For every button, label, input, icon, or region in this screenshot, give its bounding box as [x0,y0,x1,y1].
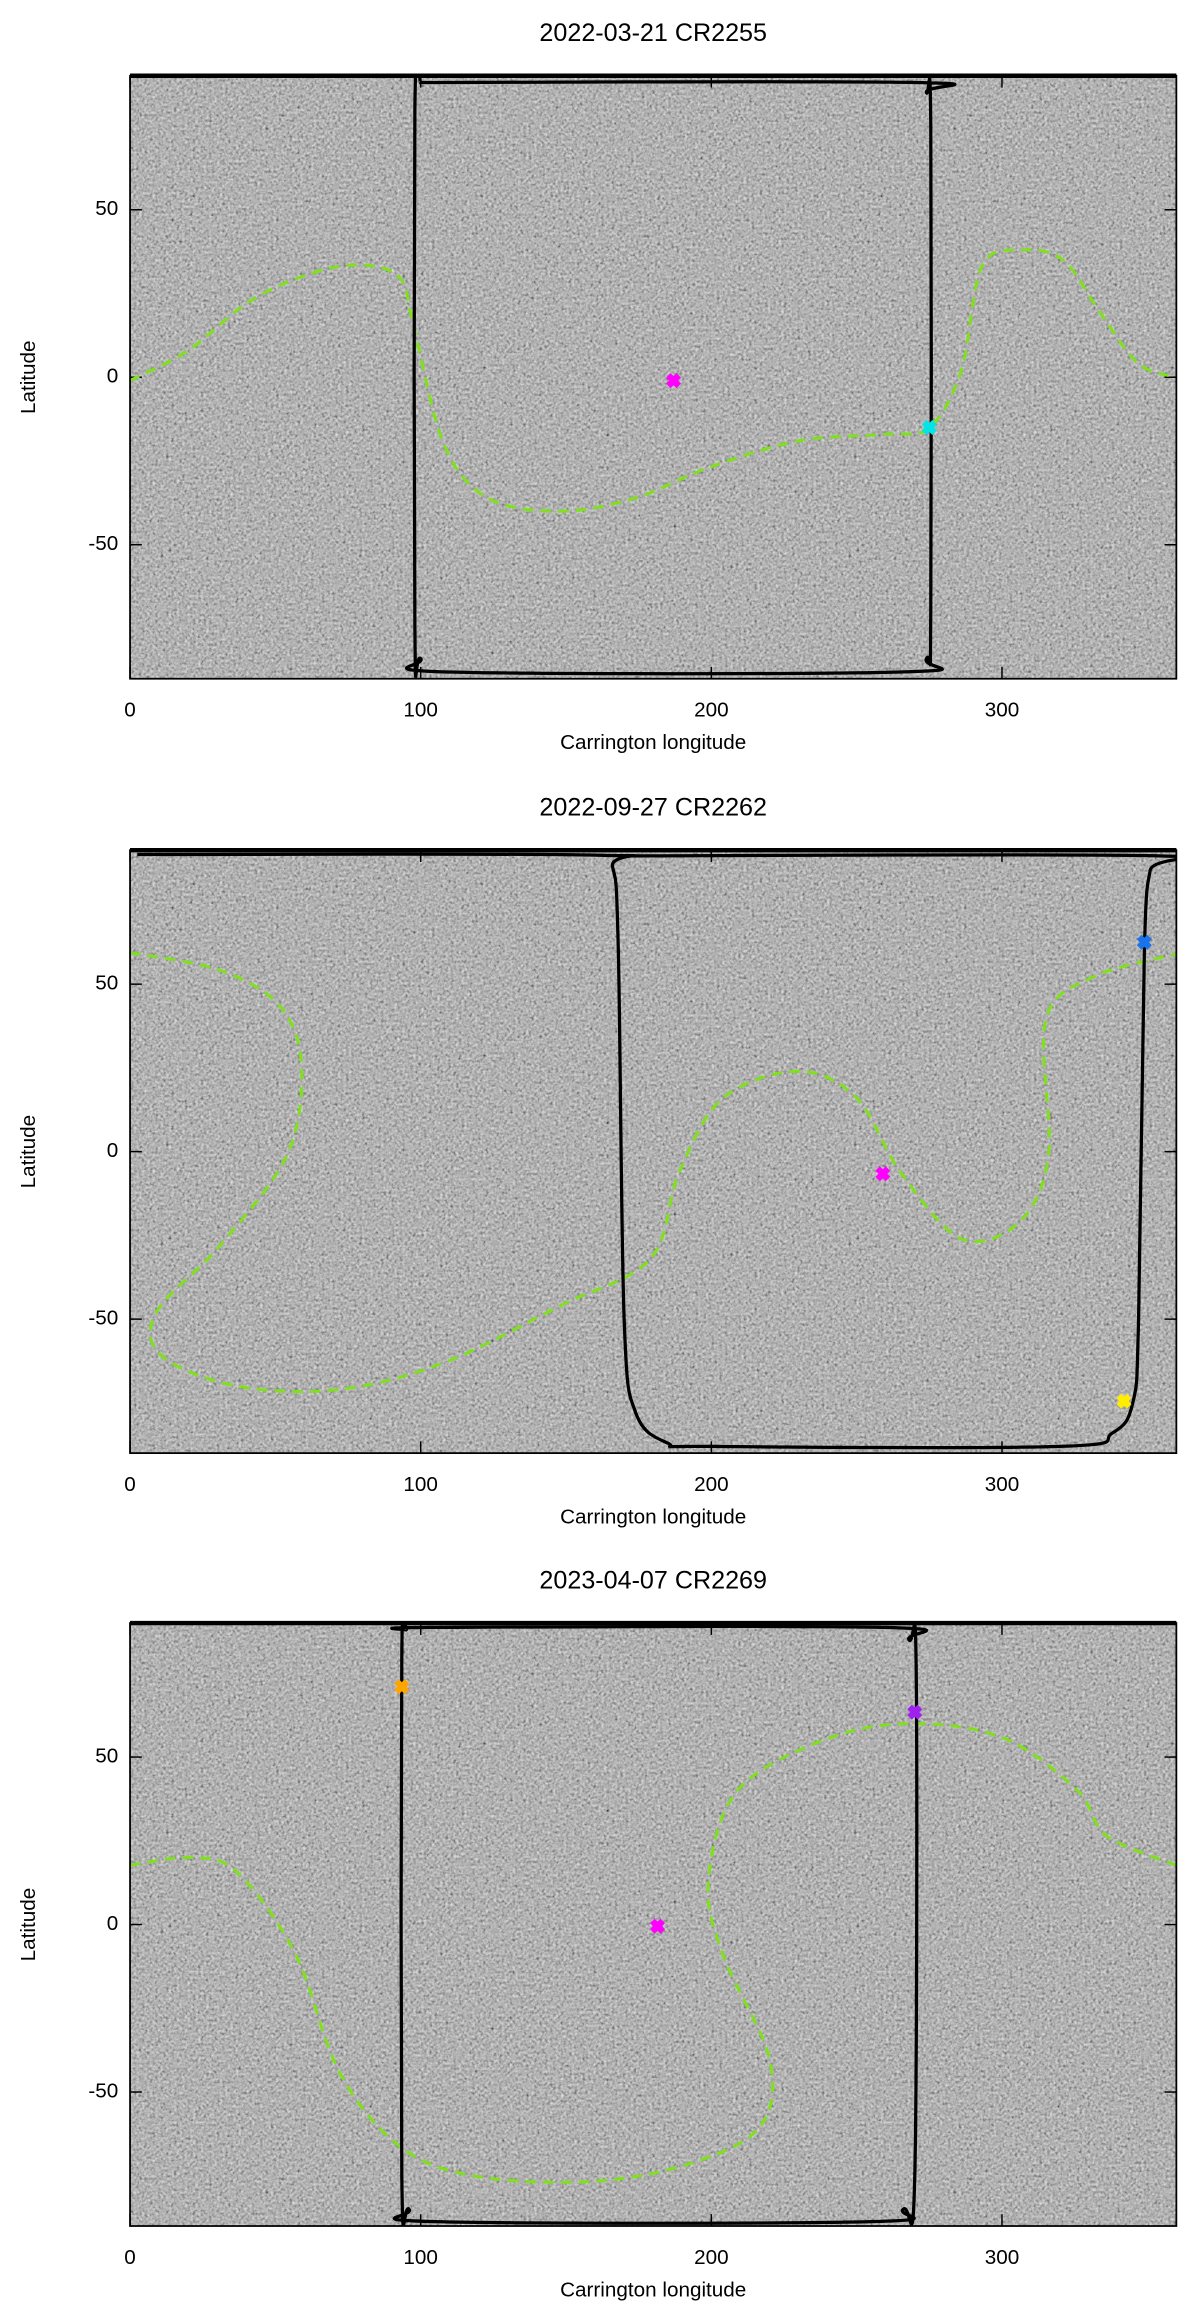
marker [1116,1393,1132,1409]
marker [875,1166,891,1182]
y-tick-label: -50 [88,1307,118,1330]
marker [650,1918,666,1934]
chart-title: 2023-04-07 CR2269 [539,1566,767,1594]
magnetogram-texture [130,850,1177,1454]
neutral-line [130,1722,1177,2184]
footpoint-curve [390,1623,929,2227]
x-tick-label: 300 [985,2246,1019,2269]
footpoint-curve [405,75,957,679]
x-tick-label: 0 [124,1473,136,1496]
x-tick-label: 0 [124,699,136,722]
marker [907,1704,923,1720]
x-axis-label: Carrington longitude [560,1506,746,1529]
y-tick-label: 0 [107,1139,119,1162]
marker [666,373,682,389]
footpoint-curve [137,852,1177,1450]
x-axis-label: Carrington longitude [560,731,746,754]
chart-title: 2022-03-21 CR2255 [539,19,767,47]
y-tick-label: 50 [95,972,118,995]
plot-area [130,1623,1177,2227]
y-axis-label: Latitude [17,340,40,414]
x-tick-label: 100 [403,2246,438,2269]
plot-area [130,75,1177,679]
neutral-line [130,248,1177,513]
y-axis-label: Latitude [17,1115,40,1189]
plot-area [130,852,1177,1450]
x-tick-label: 0 [124,2246,136,2269]
magnetogram-texture [130,75,1177,679]
y-tick-label: -50 [88,532,118,555]
y-tick-label: 50 [95,197,118,220]
x-tick-label: 100 [403,1473,438,1496]
x-tick-label: 300 [985,699,1019,722]
x-tick-label: 100 [403,699,438,722]
y-tick-label: 0 [107,1912,119,1935]
y-axis-label: Latitude [17,1888,40,1962]
x-axis-label: Carrington longitude [560,2279,746,2302]
y-tick-label: 50 [95,1745,118,1768]
marker [394,1679,410,1695]
x-tick-label: 200 [694,2246,729,2269]
y-tick-label: 0 [107,365,119,388]
marker [1136,934,1152,950]
x-tick-label: 200 [694,1473,729,1496]
chart-title: 2022-09-27 CR2262 [539,793,767,821]
marker [921,420,937,435]
x-tick-label: 200 [694,699,729,722]
y-tick-label: -50 [88,2079,118,2102]
neutral-line [130,951,1177,1394]
x-tick-label: 300 [985,1473,1019,1496]
